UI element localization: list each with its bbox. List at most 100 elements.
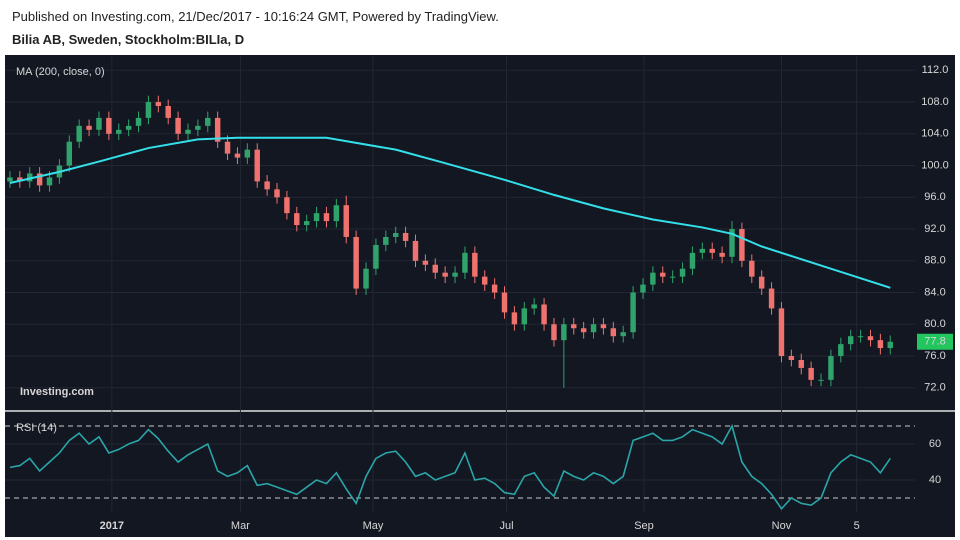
candle-body <box>116 129 122 134</box>
candle-body <box>719 252 725 257</box>
candle-body <box>838 344 844 357</box>
candle-body <box>491 284 498 293</box>
candle-body <box>244 149 251 158</box>
candle-body <box>234 153 241 158</box>
candle-body <box>511 312 518 325</box>
candle-body <box>284 197 290 214</box>
candle-body <box>155 102 162 107</box>
candle-body <box>857 336 864 338</box>
candle-body <box>778 308 785 357</box>
candle-body <box>798 359 804 368</box>
candle-body <box>788 356 795 360</box>
candle-body <box>847 336 854 345</box>
candle-body <box>660 272 666 277</box>
candle-body <box>313 213 320 222</box>
candle-body <box>303 221 310 226</box>
x-tick-label: May <box>363 520 384 532</box>
x-tick-label: Nov <box>772 520 792 532</box>
candle-body <box>828 356 834 380</box>
candle-body <box>877 340 884 349</box>
candle-body <box>590 324 597 333</box>
candle-body <box>353 236 359 289</box>
chart-background <box>5 55 955 537</box>
candle-body <box>887 341 893 349</box>
x-tick-label: Jul <box>499 520 513 532</box>
candle-body <box>669 276 676 278</box>
candle-body <box>462 252 468 273</box>
y-tick-label: 92.0 <box>924 223 945 235</box>
candle-body <box>650 272 656 285</box>
y-tick-label: 88.0 <box>924 255 945 267</box>
indicator-title: RSI (14) <box>16 422 57 434</box>
candle-body <box>729 229 735 257</box>
candle-body <box>818 379 824 381</box>
x-tick-label: 5 <box>854 520 860 532</box>
candle-body <box>17 177 23 182</box>
candle-body <box>442 272 448 277</box>
candle-body <box>679 268 686 277</box>
candle-body <box>214 117 221 142</box>
candle-body <box>46 177 53 186</box>
candle-body <box>254 149 260 182</box>
candle-body <box>76 125 82 142</box>
candle-body <box>175 117 181 134</box>
candle-body <box>392 233 399 237</box>
candle-body <box>699 248 706 253</box>
last-price-box <box>917 333 953 350</box>
watermark: Investing.com <box>20 386 94 398</box>
candle-body <box>561 324 567 341</box>
y-tick-label: 96.0 <box>924 191 945 203</box>
y-tick-label: 84.0 <box>924 286 945 298</box>
candle-body <box>205 117 211 126</box>
candle-body <box>363 268 369 289</box>
candle-body <box>333 205 340 222</box>
candle-body <box>343 205 349 237</box>
candle-body <box>7 177 13 182</box>
candle-body <box>412 240 419 261</box>
candle-body <box>36 173 43 186</box>
candle-body <box>294 213 300 226</box>
candle-body <box>808 367 814 380</box>
ma-line <box>9 136 891 289</box>
candle-body <box>125 125 132 130</box>
candle-body <box>27 173 33 182</box>
candle-body <box>709 248 715 253</box>
candle-body <box>185 129 191 134</box>
y-tick-label: 100.0 <box>921 159 949 171</box>
candle-body <box>373 244 379 269</box>
candle-body <box>758 276 765 289</box>
candle-body <box>452 272 458 277</box>
candle-body <box>422 260 429 265</box>
candle-body <box>610 328 617 337</box>
candle-body <box>264 181 270 190</box>
candle-body <box>551 324 557 341</box>
y-tick-label: 72.0 <box>924 382 945 394</box>
last-price-label: 77.8 <box>924 336 945 348</box>
published-note: Published on Investing.com, 21/Dec/2017 … <box>12 9 499 24</box>
candle-body <box>580 328 587 333</box>
y-tick-label: 80.0 <box>924 318 945 330</box>
candle-body <box>501 292 508 313</box>
candle-body <box>531 304 537 309</box>
candle-body <box>145 102 152 118</box>
y-tick-label: 76.0 <box>924 350 945 362</box>
candle-body <box>402 233 409 241</box>
rsi-line <box>9 423 891 511</box>
y-tick-label: 112.0 <box>922 64 949 76</box>
candle-body <box>106 117 112 134</box>
candle-body <box>224 141 231 154</box>
candle-body <box>66 141 73 166</box>
candle-body <box>472 252 478 277</box>
candle-body <box>135 117 142 126</box>
candle-body <box>323 213 330 222</box>
candle-body <box>383 236 389 245</box>
candle-body <box>739 229 745 261</box>
candle-body <box>195 125 201 130</box>
candle-body <box>541 304 547 325</box>
candle-body <box>86 125 92 130</box>
y-tick-label: 104.0 <box>921 128 949 140</box>
candle-body <box>600 324 607 329</box>
candle-body <box>768 288 775 309</box>
